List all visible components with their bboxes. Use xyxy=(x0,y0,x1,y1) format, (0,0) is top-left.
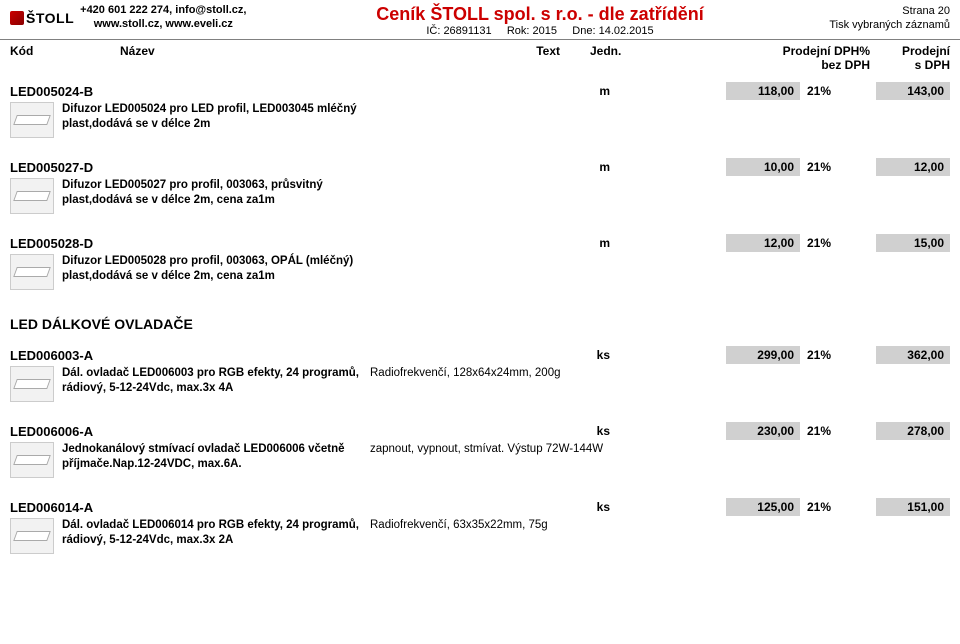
header-phone: +420 601 222 274, info@stoll.cz, xyxy=(80,4,246,18)
dph-percent: 21% xyxy=(800,348,838,362)
item-jedn: ks xyxy=(380,500,640,514)
item-description: Difuzor LED005027 pro profil, 003063, pr… xyxy=(62,178,362,214)
list-item: LED005028-D m 12,00 21% 15,00 Difuzor LE… xyxy=(0,230,960,306)
item-thumbnail-icon xyxy=(10,366,54,402)
item-kod: LED005027-D xyxy=(10,160,380,175)
price-with-vat: 12,00 xyxy=(876,158,950,176)
item-thumbnail-icon xyxy=(10,518,54,554)
item-body: Dál. ovladač LED006003 pro RGB efekty, 2… xyxy=(10,366,950,402)
item-body: Dál. ovladač LED006014 pro RGB efekty, 2… xyxy=(10,518,950,554)
dph-percent: 21% xyxy=(800,236,838,250)
item-body: Difuzor LED005028 pro profil, 003063, OP… xyxy=(10,254,950,290)
item-kod: LED005028-D xyxy=(10,236,380,251)
item-prices: 299,00 21% 362,00 xyxy=(640,346,950,364)
dph-percent: 21% xyxy=(800,424,838,438)
item-thumbnail-icon xyxy=(10,178,54,214)
section-title-remote: LED DÁLKOVÉ OVLADAČE xyxy=(0,306,960,342)
list-item: LED005027-D m 10,00 21% 12,00 Difuzor LE… xyxy=(0,154,960,230)
header-contact: +420 601 222 274, info@stoll.cz, www.sto… xyxy=(80,4,246,32)
page-subtitle: IČ: 26891131 Rok: 2015 Dne: 14.02.2015 xyxy=(330,25,750,37)
col-jedn: Jedn. xyxy=(590,44,650,72)
subtitle-dne: Dne: 14.02.2015 xyxy=(572,25,653,37)
price-with-vat: 15,00 xyxy=(876,234,950,252)
item-prices: 125,00 21% 151,00 xyxy=(640,498,950,516)
dph-percent: 21% xyxy=(800,500,838,514)
list-item: LED006006-A ks 230,00 21% 278,00 Jednoka… xyxy=(0,418,960,494)
header-right: Strana 20 Tisk vybraných záznamů xyxy=(750,4,950,33)
logo: ŠTOLL xyxy=(10,10,74,26)
item-header-row: LED005028-D m 12,00 21% 15,00 xyxy=(10,234,950,252)
dph-percent: 21% xyxy=(800,84,838,98)
item-kod: LED005024-B xyxy=(10,84,380,99)
item-prices: 230,00 21% 278,00 xyxy=(640,422,950,440)
print-note: Tisk vybraných záznamů xyxy=(750,18,950,32)
col-prodejni-dph: Prodejní DPH% xyxy=(740,44,870,58)
item-jedn: m xyxy=(380,236,640,250)
item-body: Jednokanálový stmívací ovladač LED006006… xyxy=(10,442,950,478)
item-kod: LED006006-A xyxy=(10,424,380,439)
subtitle-rok: Rok: 2015 xyxy=(507,25,557,37)
item-thumbnail-icon xyxy=(10,102,54,138)
item-prices: 118,00 21% 143,00 xyxy=(640,82,950,100)
price-no-vat: 12,00 xyxy=(726,234,800,252)
list-item: LED006014-A ks 125,00 21% 151,00 Dál. ov… xyxy=(0,494,960,570)
item-extra-text: Radiofrekvenčí, 63x35x22mm, 75g xyxy=(370,518,548,554)
dph-percent: 21% xyxy=(800,160,838,174)
item-prices: 12,00 21% 15,00 xyxy=(640,234,950,252)
price-no-vat: 230,00 xyxy=(726,422,800,440)
page-header: ŠTOLL +420 601 222 274, info@stoll.cz, w… xyxy=(0,0,960,40)
header-web: www.stoll.cz, www.eveli.cz xyxy=(80,18,246,32)
item-body: Difuzor LED005024 pro LED profil, LED003… xyxy=(10,102,950,138)
item-extra-text: Radiofrekvenčí, 128x64x24mm, 200g xyxy=(370,366,561,402)
col-price-block: Prodejní DPH% Prodejní bez DPH s DPH xyxy=(650,44,950,72)
price-with-vat: 362,00 xyxy=(876,346,950,364)
item-prices: 10,00 21% 12,00 xyxy=(640,158,950,176)
header-center: Ceník ŠTOLL spol. s r.o. - dle zatřídění… xyxy=(330,4,750,37)
item-jedn: ks xyxy=(380,348,640,362)
price-no-vat: 299,00 xyxy=(726,346,800,364)
price-with-vat: 278,00 xyxy=(876,422,950,440)
item-extra-text: zapnout, vypnout, stmívat. Výstup 72W-14… xyxy=(370,442,603,478)
price-with-vat: 143,00 xyxy=(876,82,950,100)
item-header-row: LED006003-A ks 299,00 21% 362,00 xyxy=(10,346,950,364)
item-description: Dál. ovladač LED006014 pro RGB efekty, 2… xyxy=(62,518,362,554)
item-description: Dál. ovladač LED006003 pro RGB efekty, 2… xyxy=(62,366,362,402)
item-description: Difuzor LED005028 pro profil, 003063, OP… xyxy=(62,254,362,290)
subtitle-ic: IČ: 26891131 xyxy=(426,25,491,37)
header-left: ŠTOLL +420 601 222 274, info@stoll.cz, w… xyxy=(10,4,330,32)
col-nazev: Název xyxy=(120,44,380,72)
item-kod: LED006003-A xyxy=(10,348,380,363)
page-number: Strana 20 xyxy=(750,4,950,18)
item-kod: LED006014-A xyxy=(10,500,380,515)
col-kod: Kód xyxy=(10,44,120,72)
page-title: Ceník ŠTOLL spol. s r.o. - dle zatřídění xyxy=(330,4,750,25)
price-no-vat: 125,00 xyxy=(726,498,800,516)
col-prodejni2: Prodejní xyxy=(870,44,950,58)
price-no-vat: 118,00 xyxy=(726,82,800,100)
item-thumbnail-icon xyxy=(10,254,54,290)
item-header-row: LED005024-B m 118,00 21% 143,00 xyxy=(10,82,950,100)
list-item: LED005024-B m 118,00 21% 143,00 Difuzor … xyxy=(0,78,960,154)
item-header-row: LED006006-A ks 230,00 21% 278,00 xyxy=(10,422,950,440)
item-jedn: m xyxy=(380,160,640,174)
item-header-row: LED005027-D m 10,00 21% 12,00 xyxy=(10,158,950,176)
price-no-vat: 10,00 xyxy=(726,158,800,176)
item-jedn: m xyxy=(380,84,640,98)
col-text: Text xyxy=(380,44,590,72)
item-jedn: ks xyxy=(380,424,640,438)
column-headers: Kód Název Text Jedn. Prodejní DPH% Prode… xyxy=(0,40,960,78)
price-with-vat: 151,00 xyxy=(876,498,950,516)
item-description: Difuzor LED005024 pro LED profil, LED003… xyxy=(62,102,362,138)
item-body: Difuzor LED005027 pro profil, 003063, pr… xyxy=(10,178,950,214)
col-s-dph: s DPH xyxy=(870,58,950,72)
item-description: Jednokanálový stmívací ovladač LED006006… xyxy=(62,442,362,478)
col-bez-dph: bez DPH xyxy=(740,58,870,72)
item-thumbnail-icon xyxy=(10,442,54,478)
item-header-row: LED006014-A ks 125,00 21% 151,00 xyxy=(10,498,950,516)
list-item: LED006003-A ks 299,00 21% 362,00 Dál. ov… xyxy=(0,342,960,418)
logo-mark-icon xyxy=(10,11,24,25)
logo-text: ŠTOLL xyxy=(26,10,74,26)
